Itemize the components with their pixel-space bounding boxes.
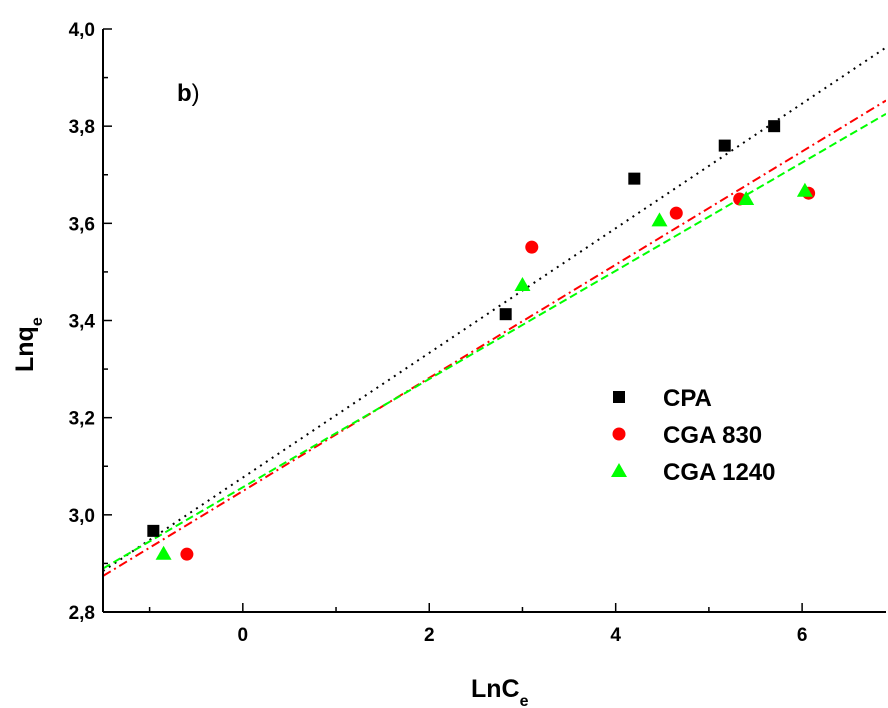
y-tick-label: 3,4 <box>69 312 96 333</box>
legend-marker-cga-1240 <box>611 463 627 477</box>
data-point-cpa <box>147 524 160 537</box>
y-axis-title-sub: e <box>29 317 46 326</box>
data-point-cpa <box>628 172 641 185</box>
y-tick-label: 3,2 <box>69 409 95 430</box>
data-point-cga-830 <box>525 240 539 254</box>
panel-label-paren: ) <box>192 80 200 107</box>
legend-label-cga-1240: CGA 1240 <box>663 459 776 486</box>
data-point-cga-830 <box>180 547 194 561</box>
y-tick-label: 2,8 <box>69 603 95 624</box>
fit-lines <box>103 46 886 577</box>
legend-label-cpa: CPA <box>663 385 712 412</box>
y-tick-label: 3,8 <box>69 117 95 138</box>
data-point-cga-1240 <box>514 277 531 292</box>
data-markers <box>147 120 816 561</box>
data-point-cga-1240 <box>155 545 172 560</box>
fit-line-cga-830 <box>103 99 886 577</box>
axes: 0 2 4 6 2,8 3,0 3,2 3,4 3,6 3,8 4,0 <box>69 20 886 646</box>
x-axis-title-main: LnC <box>471 675 520 703</box>
y-tick-label: 4,0 <box>69 20 95 41</box>
data-point-cpa <box>768 120 781 133</box>
x-tick-label: 0 <box>238 625 249 646</box>
data-point-cpa <box>718 139 731 152</box>
data-point-cga-1240 <box>796 182 813 197</box>
y-axis-title: Lnqe <box>11 317 46 372</box>
x-axis-title: LnCe <box>471 675 529 708</box>
data-point-cga-1240 <box>651 212 668 227</box>
x-axis-title-sub: e <box>520 693 529 708</box>
legend: CPA CGA 830 CGA 1240 <box>611 385 776 486</box>
panel-label: b) <box>177 80 200 107</box>
panel-label-letter: b <box>177 80 192 107</box>
data-point-cga-830 <box>669 206 683 220</box>
x-tick-label: 6 <box>797 625 808 646</box>
y-axis-title-main: Lnq <box>11 326 39 372</box>
y-tick-label: 3,6 <box>69 214 95 235</box>
x-tick-label: 2 <box>424 625 435 646</box>
legend-marker-cpa <box>613 391 625 403</box>
fit-line-cpa <box>103 46 886 572</box>
fit-line-cga-1240 <box>103 112 886 570</box>
x-tick-label: 4 <box>610 625 621 646</box>
data-point-cga-1240 <box>738 191 755 206</box>
legend-marker-cga-830 <box>612 427 626 441</box>
y-tick-label: 3,0 <box>69 506 95 527</box>
legend-label-cga-830: CGA 830 <box>663 422 762 449</box>
data-point-cpa <box>499 308 512 321</box>
